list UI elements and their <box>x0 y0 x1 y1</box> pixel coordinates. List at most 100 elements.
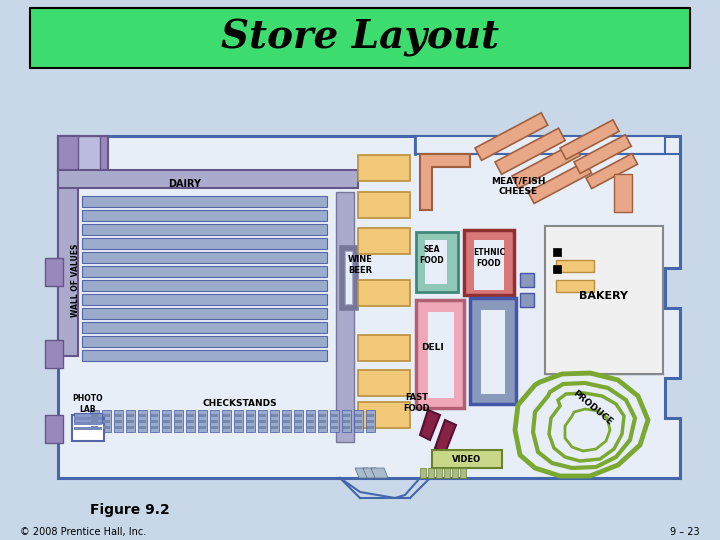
Polygon shape <box>371 468 388 478</box>
Bar <box>30 8 690 68</box>
Bar <box>91 426 98 429</box>
Bar <box>103 414 110 417</box>
Bar <box>74 427 102 430</box>
Bar <box>199 420 206 423</box>
Bar <box>175 420 182 423</box>
Bar <box>367 414 374 417</box>
Bar <box>428 312 454 398</box>
Text: BAKERY: BAKERY <box>580 291 629 301</box>
Bar <box>358 402 410 428</box>
Bar <box>163 420 170 423</box>
Bar <box>307 420 314 423</box>
Bar <box>127 420 134 423</box>
Bar <box>199 426 206 429</box>
Text: DAIRY: DAIRY <box>168 179 202 189</box>
Bar <box>355 414 362 417</box>
Bar <box>553 248 561 256</box>
Bar <box>91 420 98 423</box>
Bar <box>115 414 122 417</box>
Bar <box>163 414 170 417</box>
Bar <box>528 161 592 204</box>
Bar <box>270 410 279 432</box>
Bar <box>162 410 171 432</box>
Bar <box>151 420 158 423</box>
Polygon shape <box>58 136 680 478</box>
Bar <box>90 410 99 432</box>
Bar <box>271 426 278 429</box>
Bar <box>211 426 218 429</box>
Bar <box>556 280 594 292</box>
Bar <box>586 153 637 188</box>
Bar <box>307 414 314 417</box>
Bar <box>82 336 327 347</box>
Text: MEAT/FISH
CHEESE: MEAT/FISH CHEESE <box>491 176 545 195</box>
Polygon shape <box>420 154 470 210</box>
Bar <box>58 136 78 356</box>
Bar <box>358 280 410 306</box>
Bar <box>283 414 290 417</box>
Bar <box>342 410 351 432</box>
Bar <box>127 414 134 417</box>
Text: FAST
FOOD: FAST FOOD <box>404 393 431 413</box>
Text: CHECKSTANDS: CHECKSTANDS <box>203 399 277 408</box>
Bar <box>114 410 123 432</box>
Bar <box>246 410 255 432</box>
Text: WINE
BEER: WINE BEER <box>348 255 373 275</box>
Bar <box>187 426 194 429</box>
Bar <box>271 414 278 417</box>
Bar <box>74 417 102 420</box>
Bar <box>235 414 242 417</box>
Bar <box>210 410 219 432</box>
Bar <box>126 410 135 432</box>
Bar <box>294 410 303 432</box>
Bar <box>560 120 619 159</box>
Bar <box>187 420 194 423</box>
Bar <box>420 468 426 478</box>
Bar <box>211 420 218 423</box>
Bar <box>247 426 254 429</box>
Bar <box>235 426 242 429</box>
Text: WALL OF VALUES: WALL OF VALUES <box>71 244 81 316</box>
Bar <box>45 340 63 368</box>
Bar <box>211 414 218 417</box>
Bar <box>614 174 632 212</box>
Bar <box>354 410 363 432</box>
Bar <box>342 248 356 308</box>
Bar <box>307 426 314 429</box>
Bar <box>415 136 665 154</box>
Bar <box>74 422 102 425</box>
Bar <box>82 238 327 249</box>
Bar <box>295 420 302 423</box>
Bar <box>343 414 350 417</box>
Bar <box>139 414 146 417</box>
Bar <box>319 420 326 423</box>
Bar <box>58 170 358 188</box>
Bar <box>331 426 338 429</box>
Bar <box>223 426 230 429</box>
Bar <box>82 294 327 305</box>
Bar <box>259 420 266 423</box>
Bar <box>416 300 464 408</box>
Bar <box>199 414 206 417</box>
Bar <box>174 410 183 432</box>
Bar <box>82 280 327 291</box>
Bar <box>358 228 410 254</box>
Bar <box>330 410 339 432</box>
Text: Figure 9.2: Figure 9.2 <box>90 503 170 517</box>
Bar <box>151 414 158 417</box>
Text: PHOTO
LAB: PHOTO LAB <box>73 394 103 414</box>
Bar <box>115 426 122 429</box>
Bar <box>235 420 242 423</box>
Bar <box>175 426 182 429</box>
Bar <box>163 426 170 429</box>
Bar <box>495 128 565 174</box>
Bar <box>295 414 302 417</box>
Bar <box>283 420 290 423</box>
Bar <box>247 420 254 423</box>
Bar <box>82 322 327 333</box>
Bar <box>367 420 374 423</box>
Bar <box>556 260 594 272</box>
Bar <box>319 426 326 429</box>
Bar <box>416 232 458 292</box>
Text: Store Layout: Store Layout <box>221 19 499 57</box>
